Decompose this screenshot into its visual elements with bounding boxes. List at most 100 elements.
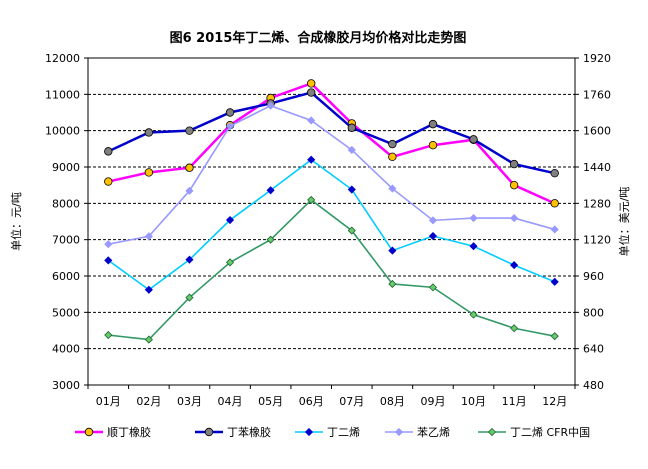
data-point bbox=[104, 177, 113, 186]
y2-tick-label: 1440 bbox=[583, 161, 611, 174]
x-tick-label: 05月 bbox=[258, 395, 283, 408]
data-point bbox=[469, 135, 478, 144]
data-point bbox=[550, 168, 559, 178]
data-point bbox=[469, 242, 478, 251]
data-point bbox=[144, 232, 153, 241]
y2-tick-label: 800 bbox=[583, 306, 604, 319]
data-point bbox=[84, 427, 94, 437]
data-point bbox=[487, 427, 497, 437]
data-point bbox=[185, 293, 194, 302]
data-point bbox=[266, 235, 275, 244]
data-point bbox=[144, 285, 153, 294]
data-point bbox=[185, 126, 194, 135]
y-tick-label: 10000 bbox=[45, 125, 80, 138]
y-axis-label: 单位：元/吨 bbox=[9, 192, 23, 251]
y2-tick-label: 640 bbox=[583, 343, 604, 356]
data-point bbox=[388, 279, 397, 289]
series-line bbox=[108, 104, 555, 245]
data-point bbox=[388, 139, 397, 149]
y-ticks: 3000 4000 5000 6000 7000 8000 9000 10000 11000 12… bbox=[45, 52, 80, 392]
data-point bbox=[347, 185, 356, 194]
y-tick-label: 3000 bbox=[52, 379, 80, 392]
data-point bbox=[428, 231, 438, 241]
series-4 bbox=[104, 101, 559, 249]
x-tick-label: 04月 bbox=[218, 395, 243, 408]
series-line bbox=[107, 158, 556, 291]
x-tick-label: 12月 bbox=[542, 395, 567, 408]
y-tick-label: 5000 bbox=[52, 306, 80, 319]
data-point bbox=[550, 199, 559, 208]
data-point bbox=[104, 256, 113, 265]
data-point bbox=[225, 258, 235, 267]
data-point bbox=[428, 216, 438, 225]
series-3 bbox=[104, 155, 559, 294]
data-point bbox=[347, 123, 356, 132]
data-point bbox=[266, 186, 275, 195]
data-point bbox=[266, 101, 275, 110]
data-point bbox=[104, 240, 113, 249]
x-tick-label: 09月 bbox=[420, 395, 445, 408]
y2-tick-label: 1280 bbox=[583, 197, 611, 210]
data-point bbox=[225, 108, 235, 117]
x-tick-label: 03月 bbox=[177, 395, 202, 408]
y-tick-label: 6000 bbox=[52, 270, 80, 283]
data-point bbox=[225, 122, 235, 131]
x-tick-label: 11月 bbox=[502, 395, 527, 408]
legend: 顺丁橡胶 丁苯橡胶 丁二烯 苯乙烯 丁二烯 CFR中国 bbox=[75, 425, 590, 439]
series-line bbox=[107, 91, 555, 175]
data-point bbox=[469, 310, 478, 319]
data-point bbox=[394, 427, 404, 437]
series-2 bbox=[104, 88, 559, 178]
data-point bbox=[304, 427, 314, 437]
x-ticks: 01月 02月 03月 04月 05月 06月 07月 08月 09月 10月 11月 12月 bbox=[96, 395, 567, 408]
y-tick-label: 12000 bbox=[45, 52, 80, 65]
y2-tick-label: 1120 bbox=[583, 234, 611, 247]
data-point bbox=[509, 180, 519, 190]
data-point bbox=[550, 277, 559, 286]
data-point bbox=[204, 427, 214, 437]
series-line bbox=[108, 81, 556, 205]
y-tick-label: 4000 bbox=[52, 343, 80, 356]
x-tick-label: 01月 bbox=[96, 395, 121, 408]
data-point bbox=[307, 155, 316, 164]
x-tick-label: 07月 bbox=[339, 395, 364, 408]
data-point bbox=[104, 147, 113, 156]
data-point bbox=[185, 163, 194, 172]
x-tick-label: 02月 bbox=[136, 395, 161, 408]
y2-tick-label: 1760 bbox=[583, 88, 611, 101]
data-point bbox=[388, 152, 397, 162]
series-5 bbox=[104, 195, 559, 344]
data-point bbox=[307, 195, 316, 204]
y-tick-label: 8000 bbox=[52, 197, 80, 210]
data-point bbox=[509, 159, 519, 169]
legend-item: 丁二烯 bbox=[295, 426, 360, 439]
data-point bbox=[144, 335, 153, 344]
data-point bbox=[428, 140, 438, 150]
legend-label: 顺丁橡胶 bbox=[107, 425, 151, 439]
legend-item: 丁苯橡胶 bbox=[195, 425, 271, 439]
series-line bbox=[108, 198, 555, 341]
data-point bbox=[347, 226, 356, 235]
chart-title: 图6 2015年丁二烯、合成橡胶月均价格对比走势图 bbox=[170, 30, 467, 46]
y2-tick-label: 1920 bbox=[583, 52, 611, 65]
y2-tick-label: 480 bbox=[583, 379, 604, 392]
data-point bbox=[307, 79, 316, 88]
data-point bbox=[428, 119, 438, 129]
x-tick-label: 06月 bbox=[299, 395, 324, 408]
series-1 bbox=[104, 79, 559, 208]
data-point bbox=[347, 145, 356, 155]
data-point bbox=[428, 283, 438, 292]
data-point bbox=[104, 330, 113, 340]
data-point bbox=[144, 128, 154, 137]
data-point bbox=[388, 184, 397, 193]
data-point bbox=[550, 332, 559, 341]
data-point bbox=[144, 168, 154, 177]
data-point bbox=[185, 255, 194, 264]
data-point bbox=[388, 246, 397, 255]
data-point bbox=[510, 324, 519, 333]
legend-item: 丁二烯 CFR中国 bbox=[478, 426, 590, 439]
data-point bbox=[510, 214, 519, 223]
legend-label: 丁二烯 CFR中国 bbox=[510, 426, 590, 439]
y2-tick-label: 1600 bbox=[583, 125, 611, 138]
